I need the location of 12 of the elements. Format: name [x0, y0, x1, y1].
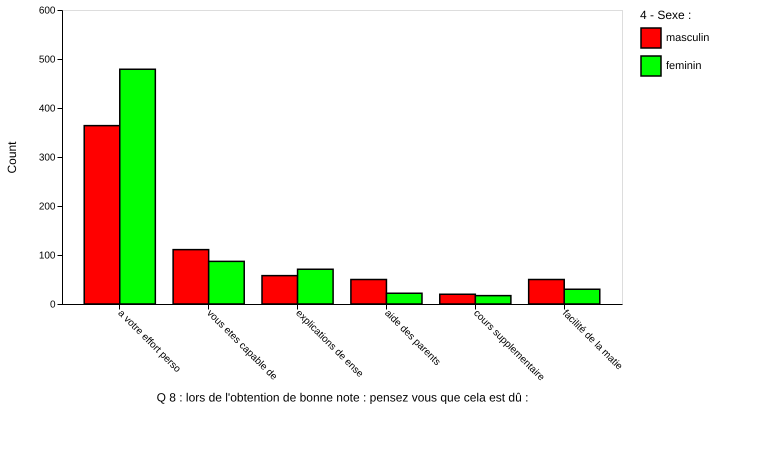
legend-label: feminin [666, 60, 702, 72]
legend-title: 4 - Sexe : [640, 8, 692, 22]
x-axis-title: Q 8 : lors de l'obtention de bonne note : pensez vous que cela est dû : [156, 390, 528, 405]
y-tick-label: 400 [38, 104, 56, 114]
y-tick-label: 100 [38, 250, 56, 262]
legend-label: masculin [666, 32, 710, 44]
y-tick-label: 0 [50, 300, 56, 310]
y-axis-title: Count [4, 140, 19, 174]
y-tick-label: 200 [38, 202, 56, 212]
y-tick-label: 500 [38, 54, 56, 66]
y-tick-label: 600 [38, 6, 56, 16]
y-tick-label: 300 [38, 152, 56, 164]
